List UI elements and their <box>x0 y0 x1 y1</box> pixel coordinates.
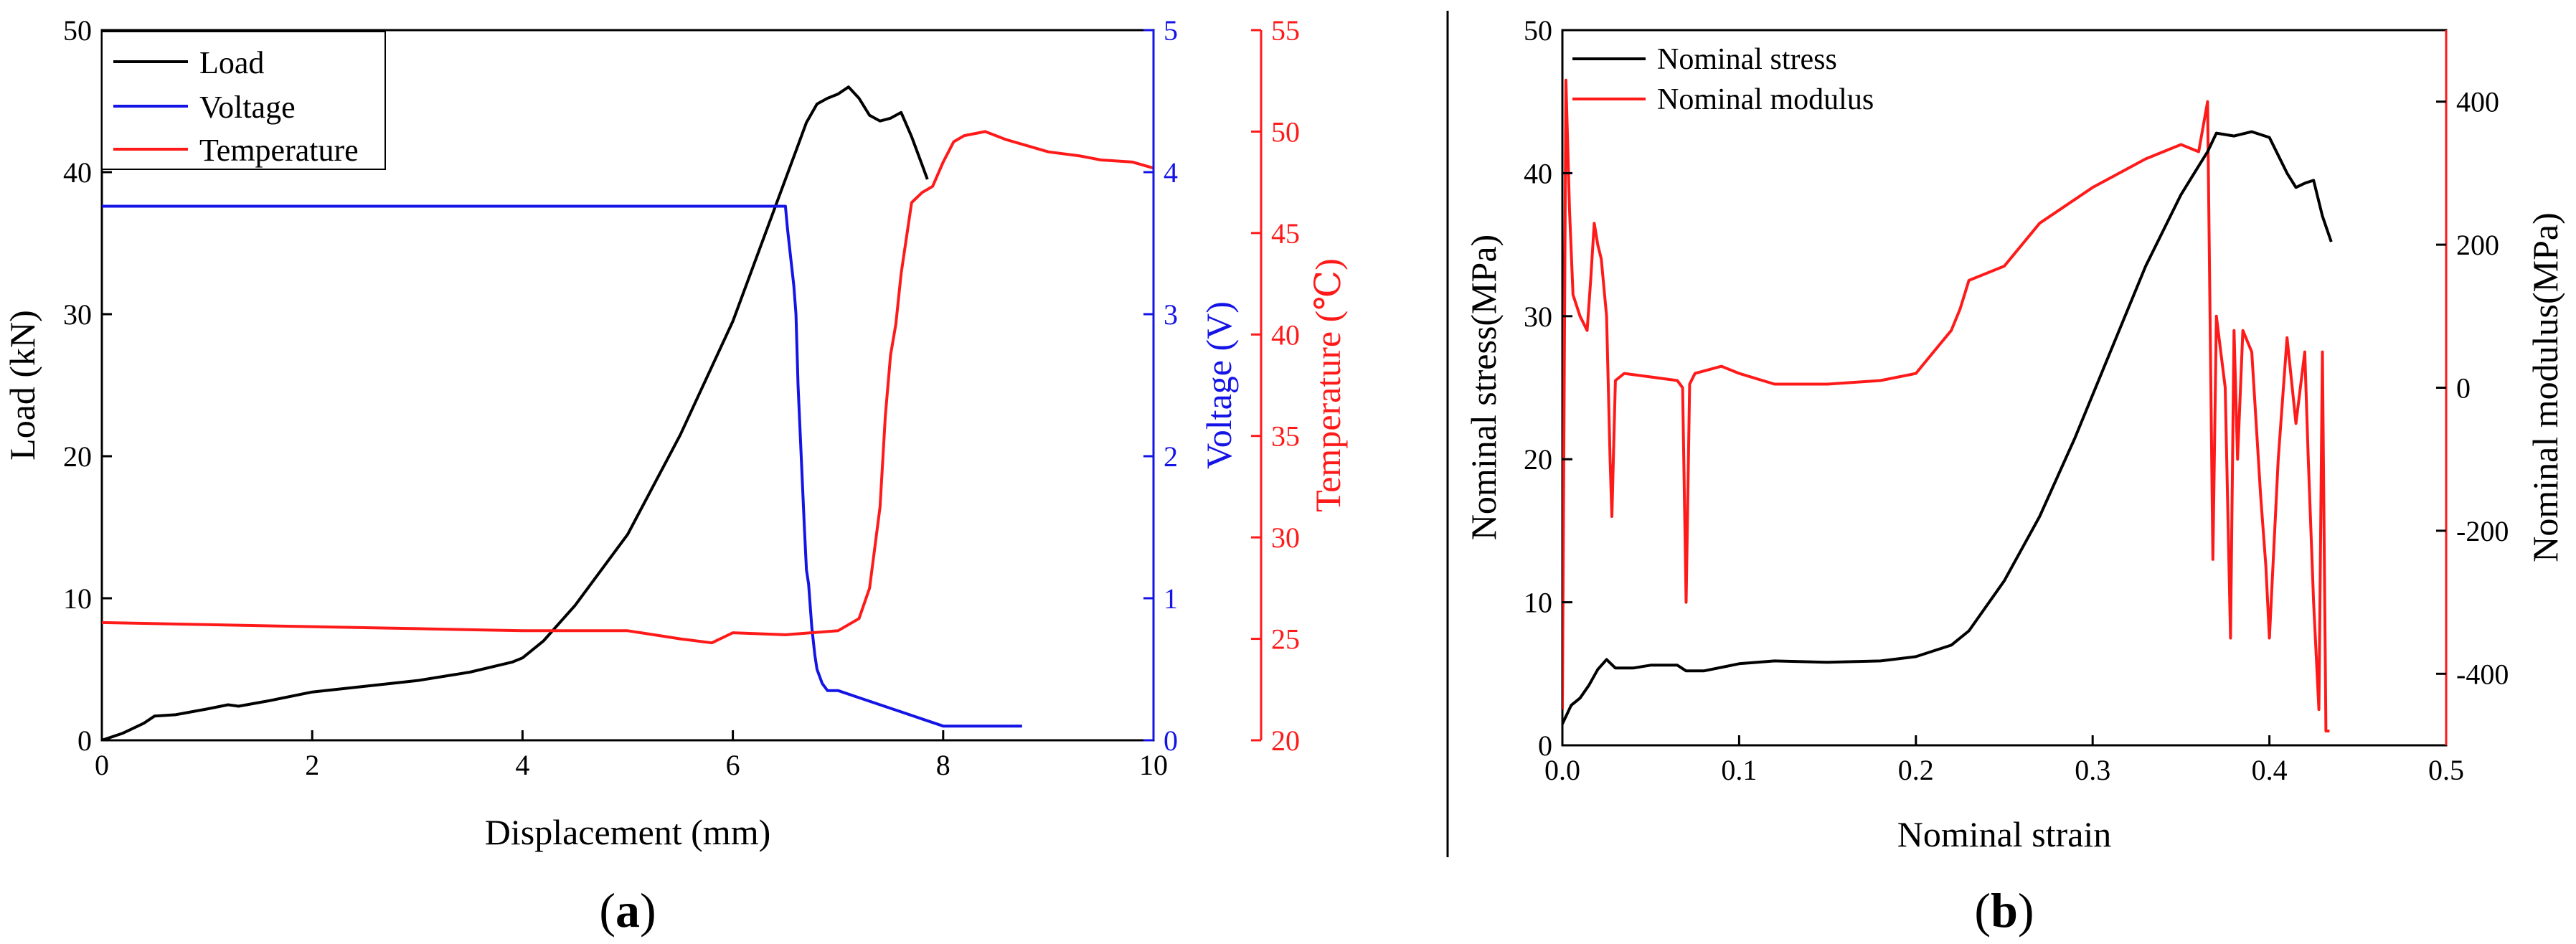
panel-a-legend: Load Voltage Temperature <box>101 31 386 170</box>
y-tick-label: 0 <box>77 724 92 757</box>
y-tick-label: 30 <box>1524 301 1552 333</box>
y-tick-label: 400 <box>2456 86 2499 118</box>
legend-stress-label: Nominal stress <box>1657 43 1837 76</box>
panel-b-plot-frame <box>1561 29 2448 747</box>
y-tick-label: 40 <box>1524 157 1552 189</box>
legend-voltage-label: Voltage <box>199 90 296 125</box>
panel-a-series <box>102 85 1153 740</box>
panel-b-stress-axis-label: Nominal stress(MPa) <box>1463 235 1504 540</box>
y-tick-label: 40 <box>1271 318 1300 351</box>
x-tick-label: 0.5 <box>2428 754 2464 786</box>
panel-a-letter: a <box>615 883 640 938</box>
series-line-voltage <box>102 204 1022 728</box>
y-tick-label: 20 <box>1524 443 1552 476</box>
y-tick-label: 20 <box>63 440 92 473</box>
y-tick-label: 200 <box>2456 229 2499 261</box>
series-line-nominal-stress <box>1562 130 2333 724</box>
y-tick-label: 30 <box>63 298 92 331</box>
panel-a-load-ticks: 0 10 20 30 40 50 <box>63 14 112 757</box>
x-tick-label: 0.1 <box>1721 754 1757 786</box>
y-tick-label: 45 <box>1271 217 1300 250</box>
panel-b-letter: b <box>1991 883 2018 938</box>
y-tick-label: 2 <box>1164 440 1178 473</box>
panel-a-temperature-ticks: 20 25 30 35 40 45 50 55 <box>1251 14 1300 757</box>
panel-a-voltage-axis-label: Voltage (V) <box>1199 301 1239 469</box>
x-tick-label: 0.3 <box>2075 754 2110 786</box>
y-tick-label: 55 <box>1271 14 1300 47</box>
panel-b-legend: Nominal stress Nominal modulus <box>1572 43 1874 116</box>
y-tick-label: -400 <box>2456 658 2509 690</box>
y-tick-label: 30 <box>1271 521 1300 554</box>
panel-b-x-ticks: 0.0 0.1 0.2 0.3 0.4 0.5 <box>1544 735 2464 786</box>
x-tick-label: 0 <box>95 749 109 781</box>
y-tick-label: 3 <box>1164 298 1178 331</box>
x-tick-label: 10 <box>1139 749 1168 781</box>
y-tick-label: 50 <box>1524 14 1552 47</box>
panel-b-stress-ticks: 0 10 20 30 40 50 <box>1524 14 1572 762</box>
y-tick-label: 0 <box>2456 372 2471 405</box>
x-tick-label: 6 <box>726 749 740 781</box>
legend-temperature-label: Temperature <box>199 133 359 168</box>
x-tick-label: 4 <box>515 749 529 781</box>
series-line-temperature <box>102 130 1153 645</box>
panel-b-modulus-axis-label: Nominal modulus(MPa) <box>2525 212 2565 562</box>
y-tick-label: 40 <box>63 156 92 189</box>
y-tick-label: 35 <box>1271 420 1300 453</box>
panel-b-xlabel: Nominal strain <box>1897 814 2112 854</box>
y-tick-label: 1 <box>1164 582 1178 615</box>
y-tick-label: 0 <box>1164 724 1178 757</box>
panel-a-voltage-ticks: 0 1 2 3 4 5 <box>1143 14 1178 757</box>
y-tick-label: 0 <box>1538 730 1552 762</box>
x-tick-label: 2 <box>305 749 319 781</box>
panel-a-x-ticks: 0 2 4 6 8 10 <box>95 730 1168 781</box>
x-tick-label: 8 <box>936 749 950 781</box>
y-tick-label: 50 <box>1271 115 1300 148</box>
panel-a-load-axis-label: Load (kN) <box>2 310 42 461</box>
x-tick-label: 0.2 <box>1898 754 1934 786</box>
y-tick-label: 4 <box>1164 156 1178 189</box>
series-line-nominal-modulus <box>1562 78 2330 733</box>
y-tick-label: 10 <box>63 582 92 615</box>
panel-b-series <box>1562 78 2333 733</box>
legend-modulus-label: Nominal modulus <box>1657 83 1874 116</box>
legend-load-label: Load <box>199 45 264 80</box>
panel-b-caption: (b) <box>1974 883 2034 938</box>
panel-a-xlabel: Displacement (mm) <box>485 812 771 852</box>
y-tick-label: 20 <box>1271 724 1300 757</box>
panel-a-caption: (a) <box>599 883 656 938</box>
x-tick-label: 0.0 <box>1544 754 1580 786</box>
y-tick-label: 50 <box>63 14 92 47</box>
y-tick-label: 5 <box>1164 14 1178 47</box>
x-tick-label: 0.4 <box>2252 754 2288 786</box>
series-line-load <box>102 85 929 740</box>
y-tick-label: 25 <box>1271 623 1300 656</box>
panel-a-temperature-axis-label: Temperature (℃) <box>1308 258 1348 512</box>
y-tick-label: 10 <box>1524 587 1552 619</box>
y-tick-label: -200 <box>2456 515 2509 547</box>
panel-b: 0.0 0.1 0.2 0.3 0.4 0.5 0 10 20 30 40 50 -400 -200 0… <box>1463 14 2565 938</box>
panel-a-legend-box <box>101 31 386 170</box>
panel-b-modulus-ticks: -400 -200 0 200 400 <box>2436 86 2509 690</box>
